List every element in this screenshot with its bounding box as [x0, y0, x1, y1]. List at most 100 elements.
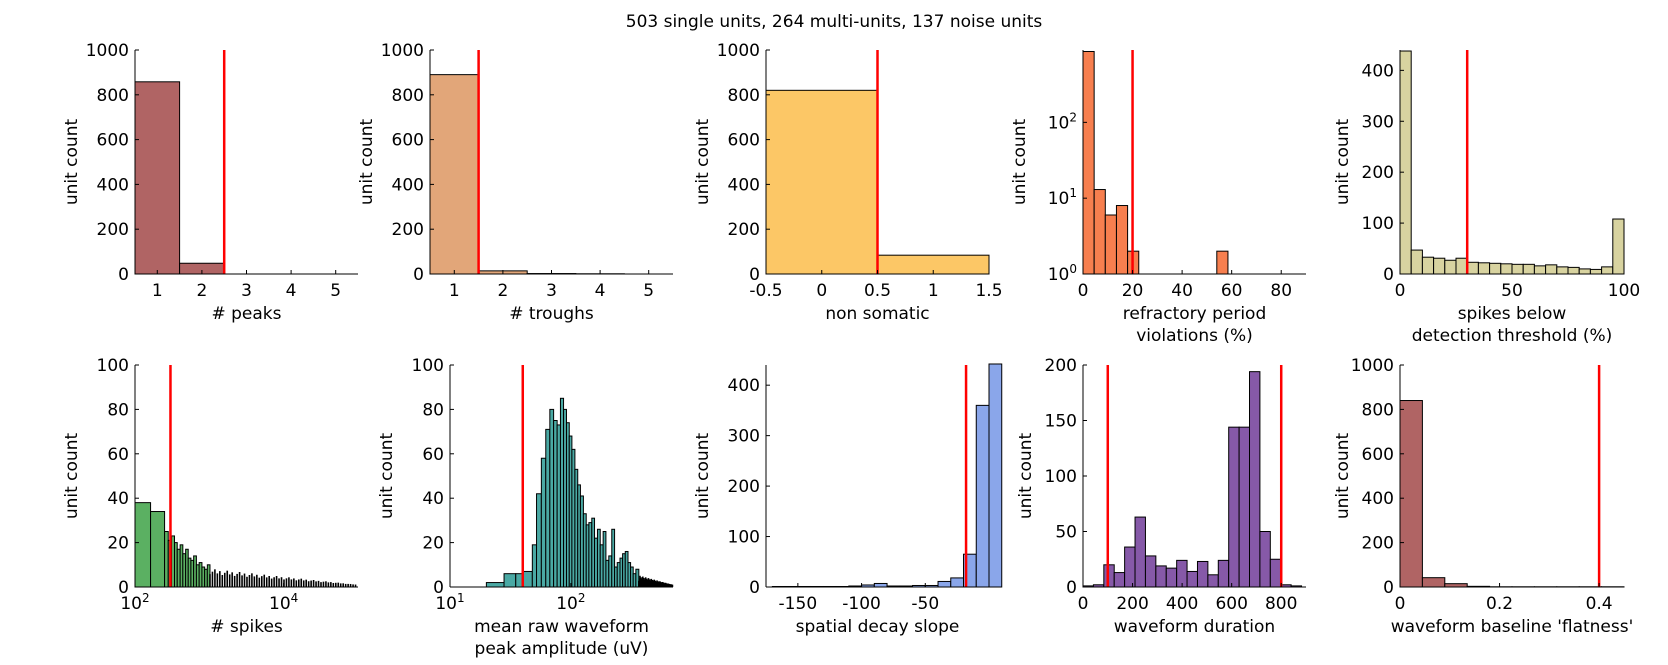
- x-axis-label: detection threshold (%): [1412, 326, 1613, 346]
- x-tick-label: 40: [1171, 281, 1193, 301]
- bar: [429, 74, 480, 275]
- y-tick-label: 200: [728, 477, 760, 497]
- bar: [1444, 259, 1457, 275]
- panel-1: 1 2 3 4 5 0 200 400 600 800 1000 # peaks unit count: [62, 41, 358, 324]
- y-tick-label: 200: [1362, 163, 1394, 183]
- y-tick-label: 800: [97, 86, 129, 106]
- y-axis-label: unit count: [62, 433, 82, 520]
- x-axis-label: waveform duration: [1114, 617, 1275, 637]
- y-tick-label: 800: [1362, 400, 1394, 420]
- bar: [1144, 555, 1157, 588]
- bar: [937, 580, 952, 588]
- x-axis-label: # spikes: [210, 617, 283, 637]
- bar: [975, 404, 990, 588]
- y-tick-label: 400: [728, 376, 760, 396]
- y-axis-label: unit count: [693, 433, 713, 520]
- y-tick-label: 0: [1383, 578, 1394, 598]
- bar: [1115, 205, 1129, 275]
- bar: [164, 531, 169, 588]
- x-tick-label: 800: [1265, 594, 1297, 614]
- bar: [503, 573, 517, 588]
- bar: [1489, 262, 1502, 275]
- x-tick-label: 0: [816, 281, 827, 301]
- panel-6: 102 104 0 20 40 60 80 100 # spikes unit count: [62, 356, 358, 637]
- panel-5: 0 50 100 0 100 200 300 400 spikes belowdetection…: [1333, 50, 1640, 346]
- bar: [531, 544, 538, 588]
- x-tick-label: 2: [196, 281, 207, 301]
- x-axis-label: # peaks: [211, 304, 281, 324]
- bar: [1104, 214, 1117, 275]
- bar: [1269, 558, 1282, 588]
- bar: [1533, 265, 1547, 275]
- bar: [553, 420, 558, 588]
- x-tick-label: 4: [595, 281, 606, 301]
- x-tick-label: -100: [842, 594, 881, 614]
- y-tick-label: 100: [1048, 262, 1077, 285]
- panel-9: 0 200 400 600 800 0 50 100 150 200 waveform durati…: [1016, 356, 1306, 637]
- bar: [1522, 263, 1535, 275]
- y-tick-label: 800: [728, 86, 760, 106]
- y-tick-label: 600: [97, 131, 129, 151]
- bar: [485, 582, 505, 588]
- x-axis-label: spikes below: [1458, 304, 1567, 324]
- x-axis-label: waveform baseline 'flatness': [1391, 617, 1634, 637]
- y-tick-label: 100: [728, 528, 760, 548]
- x-tick-label: 60: [1221, 281, 1243, 301]
- y-axis-label: unit count: [1016, 433, 1036, 520]
- bar: [1082, 50, 1095, 275]
- y-axis-label: unit count: [62, 119, 82, 206]
- x-tick-label: 600: [1215, 594, 1247, 614]
- y-tick-label: 1000: [717, 41, 760, 61]
- x-tick-label: 20: [1122, 281, 1144, 301]
- panel-7: 101 102 0 20 40 60 80 100 mean raw waveformpeak …: [377, 356, 674, 659]
- y-tick-label: 100: [1362, 214, 1394, 234]
- bar: [1545, 264, 1558, 275]
- x-axis-label: mean raw waveform: [474, 617, 649, 637]
- y-tick-label: 20: [107, 534, 129, 554]
- bar: [1567, 266, 1580, 275]
- x-tick-label: 3: [546, 281, 557, 301]
- x-tick-label: 50: [1501, 281, 1523, 301]
- y-tick-label: 600: [392, 131, 424, 151]
- x-tick-label: 0: [1395, 594, 1406, 614]
- bar: [1228, 426, 1240, 588]
- bar: [1399, 400, 1423, 588]
- y-tick-label: 0: [749, 578, 760, 598]
- y-tick-label: 102: [1048, 110, 1077, 133]
- x-tick-label: 101: [435, 591, 464, 614]
- bar: [549, 408, 555, 588]
- x-tick-label: 1: [152, 281, 163, 301]
- y-tick-label: 100: [97, 356, 129, 376]
- bar: [1477, 262, 1491, 275]
- y-tick-label: 600: [1362, 445, 1394, 465]
- bar: [1124, 546, 1136, 588]
- bar: [1216, 250, 1229, 275]
- bar: [545, 428, 551, 588]
- panel-4: 0 20 40 60 80 100 101 102 refractory periodviola…: [1010, 50, 1306, 346]
- bar: [1455, 257, 1468, 275]
- bar: [1433, 257, 1446, 275]
- y-tick-label: 300: [728, 427, 760, 447]
- bar: [1511, 263, 1524, 275]
- y-tick-label: 60: [107, 445, 129, 465]
- x-tick-label: 400: [1166, 594, 1198, 614]
- x-tick-label: 200: [1116, 594, 1148, 614]
- y-tick-label: 0: [118, 265, 129, 285]
- bar: [1113, 572, 1126, 588]
- bar: [1601, 266, 1614, 275]
- y-tick-label: 0: [433, 578, 444, 598]
- x-tick-label: 0.4: [1586, 594, 1613, 614]
- bar: [1500, 263, 1513, 275]
- y-tick-label: 60: [422, 445, 444, 465]
- bar: [950, 577, 965, 588]
- y-tick-label: 40: [107, 489, 129, 509]
- y-tick-label: 0: [118, 578, 129, 598]
- bar: [1421, 577, 1446, 588]
- panel-8: -150 -100 -50 0 100 200 300 400 spatial decay sl…: [693, 363, 1003, 637]
- figure-title: 503 single units, 264 multi-units, 137 n…: [625, 12, 1043, 32]
- y-tick-label: 800: [392, 86, 424, 106]
- bar: [1612, 218, 1625, 275]
- x-tick-label: -150: [779, 594, 818, 614]
- y-tick-label: 1000: [86, 41, 129, 61]
- bar: [1259, 531, 1271, 588]
